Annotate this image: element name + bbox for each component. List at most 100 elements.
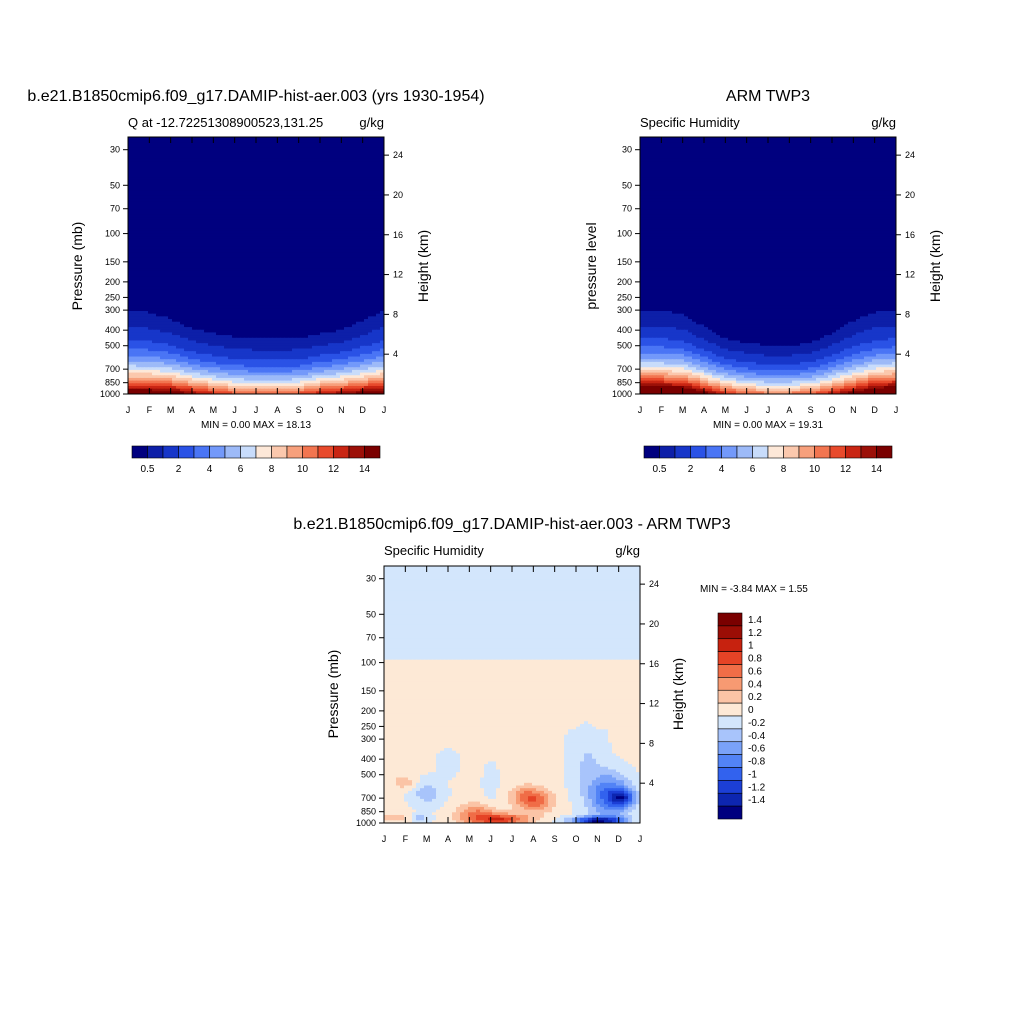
contour-cell — [368, 321, 373, 325]
contour-cell — [288, 142, 293, 146]
contour-cell — [292, 308, 297, 312]
contour-cell — [220, 257, 225, 261]
contour-cell — [192, 257, 197, 261]
contour-cell — [212, 174, 217, 178]
contour-cell — [368, 190, 373, 194]
contour-cell — [188, 228, 193, 232]
contour-cell — [380, 289, 384, 293]
contour-cell — [304, 335, 309, 339]
contour-cell — [148, 187, 153, 192]
contour-cell — [184, 244, 189, 248]
contour-cell — [232, 236, 237, 240]
contour-cell — [156, 228, 161, 232]
contour-cell — [176, 343, 181, 347]
contour-cell — [228, 319, 233, 323]
contour-cell — [352, 187, 357, 192]
contour-cell — [372, 327, 377, 331]
contour-cell — [152, 300, 157, 304]
contour-cell — [328, 335, 333, 339]
contour-cell — [224, 340, 229, 344]
contour-cell — [288, 195, 293, 200]
contour-cell — [148, 286, 153, 291]
contour-cell — [140, 262, 145, 267]
contour-cell — [144, 158, 149, 162]
contour-cell — [272, 174, 277, 178]
contour-cell — [372, 169, 377, 173]
contour-cell — [332, 284, 337, 288]
contour-cell — [172, 155, 177, 160]
contour-cell — [316, 321, 321, 325]
contour-cell — [204, 308, 209, 312]
contour-cell — [136, 179, 141, 184]
contour-cell — [332, 260, 337, 264]
contour-cell — [284, 161, 289, 165]
contour-cell — [276, 195, 281, 200]
contour-cell — [192, 211, 197, 216]
contour-cell — [376, 137, 381, 141]
contour-cell — [316, 206, 321, 210]
contour-cell — [156, 187, 161, 192]
contour-cell — [160, 335, 165, 339]
contour-cell — [136, 254, 141, 259]
contour-cell — [340, 222, 345, 226]
contour-cell — [380, 270, 384, 275]
contour-cell — [240, 214, 245, 218]
contour-cell — [180, 169, 185, 173]
contour-cell — [272, 316, 277, 320]
contour-cell — [144, 252, 149, 256]
contour-cell — [360, 147, 365, 151]
contour-cell — [308, 171, 313, 176]
contour-cell — [148, 273, 153, 277]
contour-cell — [344, 190, 349, 194]
contour-cell — [332, 265, 337, 269]
contour-cell — [280, 137, 285, 141]
contour-cell — [152, 236, 157, 240]
contour-cell — [168, 278, 173, 283]
contour-cell — [292, 193, 297, 197]
contour-cell — [236, 177, 241, 181]
contour-cell — [156, 316, 161, 320]
contour-cell — [364, 187, 369, 192]
contour-cell — [144, 155, 149, 160]
contour-cell — [336, 260, 341, 264]
contour-cell — [164, 289, 169, 293]
contour-cell — [280, 211, 285, 216]
contour-cell — [272, 219, 277, 224]
contour-cell — [280, 155, 285, 160]
contour-cell — [140, 147, 145, 151]
contour-cell — [216, 281, 221, 285]
contour-cell — [280, 249, 285, 253]
contour-cell — [380, 230, 384, 234]
contour-cell — [372, 219, 377, 224]
contour-cell — [200, 297, 205, 301]
contour-cell — [236, 300, 241, 304]
contour-cell — [368, 343, 373, 347]
contour-cell — [324, 257, 329, 261]
contour-cell — [232, 211, 237, 216]
contour-cell — [140, 294, 145, 299]
contour-cell — [288, 233, 293, 237]
contour-cell — [152, 174, 157, 178]
contour-cell — [336, 252, 341, 256]
contour-cell — [300, 343, 305, 347]
contour-cell — [140, 177, 145, 181]
contour-cell — [328, 262, 333, 267]
contour-cell — [344, 214, 349, 218]
contour-cell — [180, 262, 185, 267]
contour-cell — [164, 262, 169, 267]
contour-cell — [152, 155, 157, 160]
contour-cell — [324, 198, 329, 202]
contour-cell — [332, 209, 337, 213]
contour-cell — [244, 171, 249, 176]
contour-cell — [188, 289, 193, 293]
contour-cell — [264, 203, 269, 208]
contour-cell — [288, 343, 293, 347]
contour-cell — [180, 276, 185, 280]
contour-cell — [228, 225, 233, 229]
contour-cell — [368, 147, 373, 151]
contour-cell — [212, 265, 217, 269]
contour-cell — [256, 187, 261, 192]
contour-cell — [292, 182, 297, 186]
contour-cell — [376, 241, 381, 245]
contour-cell — [276, 171, 281, 176]
